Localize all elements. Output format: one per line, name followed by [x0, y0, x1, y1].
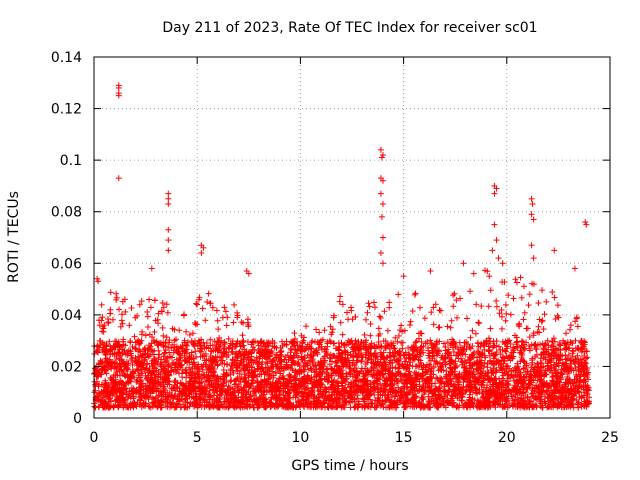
data-point — [192, 348, 199, 355]
data-point — [142, 332, 149, 339]
data-point — [337, 293, 344, 300]
data-point — [194, 301, 201, 308]
data-point — [339, 331, 346, 338]
data-point — [510, 295, 517, 302]
data-point — [574, 352, 581, 359]
data-point — [163, 301, 170, 308]
data-point — [136, 301, 143, 308]
data-point — [566, 326, 573, 333]
data-point — [214, 317, 221, 324]
data-point — [447, 324, 454, 331]
data-point — [567, 322, 574, 329]
data-point — [526, 334, 533, 341]
data-point — [430, 321, 437, 328]
data-point — [398, 339, 405, 346]
data-point — [118, 311, 125, 318]
data-point — [107, 289, 114, 296]
data-point — [213, 307, 220, 314]
data-point — [535, 300, 542, 307]
data-point — [306, 357, 313, 364]
data-point — [520, 283, 527, 290]
data-point — [499, 325, 506, 332]
data-point — [534, 328, 541, 335]
data-point — [255, 342, 262, 349]
data-point — [549, 289, 556, 296]
data-point — [467, 334, 474, 341]
data-point — [507, 311, 514, 318]
data-point — [189, 330, 196, 337]
data-point — [303, 323, 310, 330]
data-point — [147, 304, 154, 311]
data-point — [386, 299, 393, 306]
data-point — [401, 327, 408, 334]
data-point — [205, 290, 212, 297]
data-point — [117, 323, 124, 330]
data-point — [476, 320, 483, 327]
data-point — [209, 304, 216, 311]
data-point — [160, 304, 167, 311]
data-point — [584, 354, 591, 361]
data-point — [485, 303, 492, 310]
data-point — [526, 291, 533, 298]
data-points — [91, 82, 593, 411]
data-point — [392, 364, 399, 371]
data-point — [464, 315, 471, 322]
data-point — [151, 328, 158, 335]
data-point — [118, 317, 125, 324]
data-point — [365, 300, 372, 307]
data-point — [487, 287, 494, 294]
